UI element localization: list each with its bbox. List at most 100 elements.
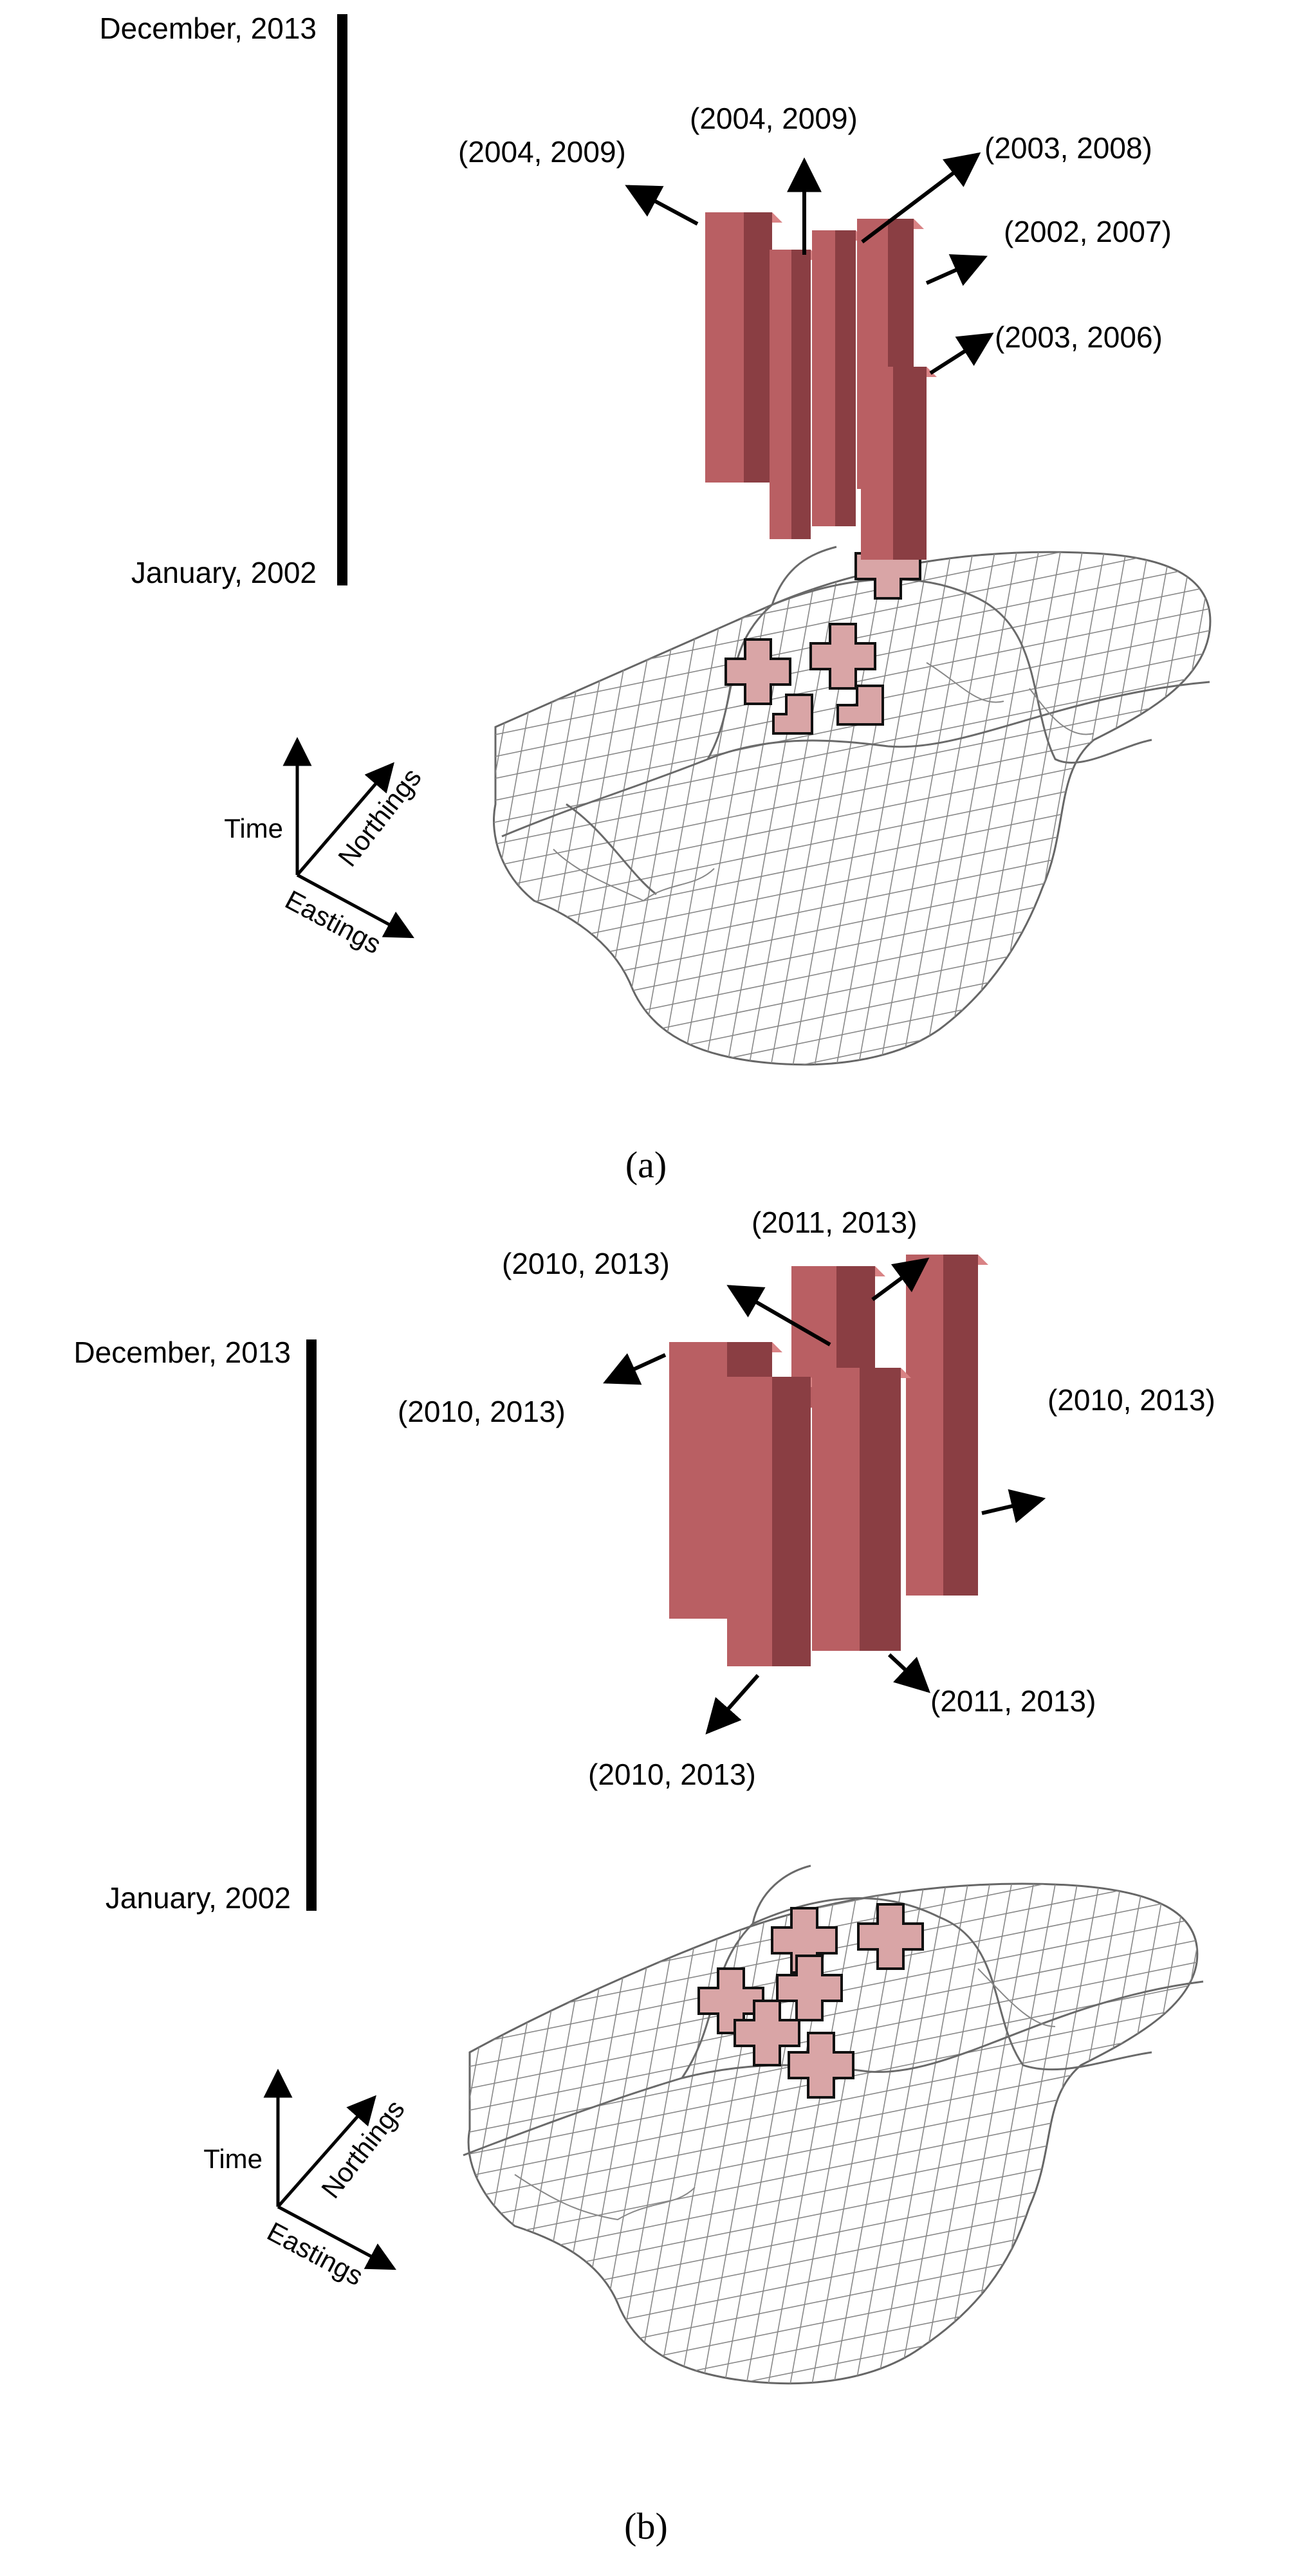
grid-line xyxy=(494,552,497,1065)
grid-line xyxy=(611,1884,710,2384)
map-outline-b xyxy=(467,1882,1199,2385)
grid-line xyxy=(450,1697,1210,1852)
annotation-arrow xyxy=(861,152,981,244)
annotation-label: (2010, 2013) xyxy=(588,1758,756,1791)
eastings-axis-arrow xyxy=(277,2205,396,2270)
grid-line xyxy=(468,1893,1197,2049)
grid-line xyxy=(265,528,365,1081)
hotspot-cells-a xyxy=(724,533,921,735)
grid-line xyxy=(468,2375,1197,2384)
hotspot-cell xyxy=(788,2032,854,2099)
annotation-arrow xyxy=(705,1674,760,1735)
grid-line xyxy=(130,1859,228,2406)
grid-line xyxy=(450,1719,1210,1873)
orientation-axes-a xyxy=(282,737,414,939)
grid-line xyxy=(152,1859,250,2406)
sub-boundary-a xyxy=(553,662,1094,902)
hotspot-cell xyxy=(771,1907,838,1974)
prism xyxy=(812,230,866,526)
hotspot-cell xyxy=(836,685,884,726)
northings-axis-arrow xyxy=(296,762,394,876)
panel-a: December, 2013 January, 2002 xyxy=(90,12,1292,1264)
annotation-label: (2010, 2013) xyxy=(1047,1383,1215,1417)
time-axis-bar xyxy=(306,1339,317,1911)
grid-line xyxy=(217,1859,316,2406)
time-axis-bottom-label: January, 2002 xyxy=(131,556,317,589)
annotation-label: (2004, 2009) xyxy=(690,102,858,135)
grid-line xyxy=(86,1859,185,2406)
orientation-axes-b xyxy=(263,2068,396,2270)
grid-line xyxy=(654,1884,754,2384)
annotation-label: (2002, 2007) xyxy=(1004,215,1172,248)
prism xyxy=(812,1368,911,1651)
eastings-axis-arrow xyxy=(296,873,414,939)
grid-line xyxy=(658,552,759,1065)
annotation-arrow xyxy=(981,1489,1046,1523)
prism xyxy=(727,1377,821,1666)
prism xyxy=(770,250,821,539)
grid-line xyxy=(680,552,781,1065)
map-grid-b xyxy=(86,1697,1292,2576)
grid-line xyxy=(939,1884,1038,2384)
prism xyxy=(705,212,782,483)
annotation-label: (2010, 2013) xyxy=(502,1247,670,1280)
annotation-label: (2011, 2013) xyxy=(752,1206,917,1239)
northings-axis-arrow xyxy=(277,2095,376,2208)
grid-line xyxy=(450,2441,1210,2576)
grid-line xyxy=(243,528,343,1081)
prism xyxy=(861,367,937,560)
grid-line xyxy=(468,2025,1197,2180)
annotations-a xyxy=(625,152,994,375)
grid-line xyxy=(199,528,299,1081)
grid-line xyxy=(494,1043,1210,1065)
grid-line xyxy=(873,1884,973,2384)
panel-label-b: (b) xyxy=(624,2505,668,2547)
grid-line xyxy=(724,552,825,1065)
annotation-arrow xyxy=(726,1285,831,1347)
grid-line xyxy=(90,528,190,1081)
grid-line xyxy=(450,2419,1210,2573)
grid-line xyxy=(1202,1859,1292,2406)
grid-line xyxy=(174,1859,272,2406)
grid-line xyxy=(178,528,277,1081)
grid-line xyxy=(1246,1859,1292,2406)
grid-line xyxy=(476,1065,1223,1220)
grid-line xyxy=(676,1884,776,2384)
grid-line xyxy=(239,1859,338,2406)
time-axis-bar xyxy=(337,14,347,585)
hotspot-cell xyxy=(776,1955,843,2021)
hotspot-cell xyxy=(724,638,791,705)
panel-label-a: (a) xyxy=(625,1144,667,1186)
grid-line xyxy=(450,2397,1210,2552)
grid-line xyxy=(494,693,1210,849)
grid-line xyxy=(134,528,234,1081)
sub-boundary-b xyxy=(514,1968,1056,2221)
grid-line xyxy=(702,552,803,1065)
grid-line xyxy=(476,1109,1223,1264)
grid-line xyxy=(1289,1859,1292,2406)
grid-line xyxy=(746,552,847,1065)
time-axis-bottom-label: January, 2002 xyxy=(106,1881,291,1915)
annotation-label: (2010, 2013) xyxy=(398,1395,566,1428)
grid-line xyxy=(494,649,1210,805)
grid-line xyxy=(221,528,321,1081)
grid-line xyxy=(877,552,978,1065)
map-grid-a xyxy=(90,528,1292,1264)
annotation-arrow xyxy=(603,1353,667,1385)
hotspot-cell xyxy=(772,694,813,735)
grid-line xyxy=(1224,1859,1292,2406)
grid-line xyxy=(855,552,956,1065)
annotation-label: (2004, 2009) xyxy=(458,135,626,169)
panel-b: December, 2013 January, 2002 xyxy=(73,1206,1292,2576)
grid-line xyxy=(1271,528,1292,1081)
grid-line xyxy=(921,552,1022,1065)
grid-line xyxy=(468,1937,1197,2093)
time-axis-top-label: December, 2013 xyxy=(73,1336,291,1369)
annotation-arrow xyxy=(925,254,988,286)
hotspot-cell xyxy=(809,623,876,690)
grid-line xyxy=(108,1859,207,2406)
grid-line xyxy=(811,552,912,1065)
annotation-arrow xyxy=(625,185,699,226)
hotspot-cell xyxy=(734,2000,800,2066)
